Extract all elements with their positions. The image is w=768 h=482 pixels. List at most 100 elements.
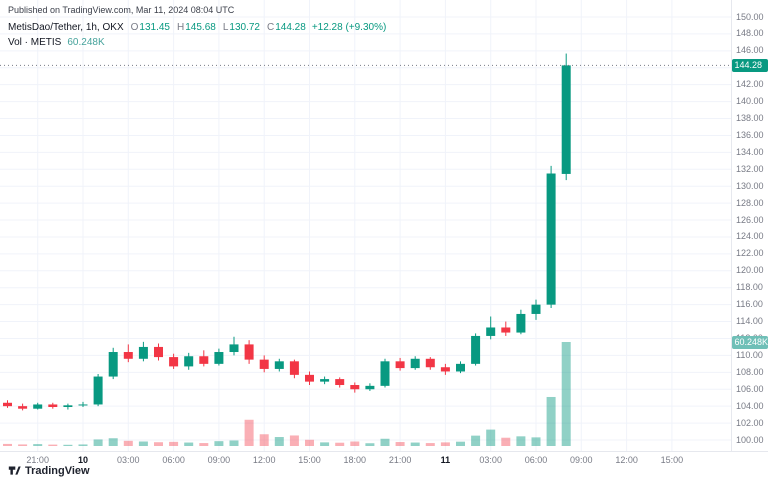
price-tick-label: 146.00	[736, 45, 764, 56]
time-tick-label: 21:00	[388, 455, 412, 465]
time-tick-label: 12:00	[252, 455, 276, 465]
time-tick-label: 21:00	[26, 455, 49, 465]
price-tick-label: 118.00	[736, 282, 763, 293]
open-label: O	[130, 22, 139, 33]
price-tick-label: 132.00	[736, 163, 764, 174]
price-tick-label: 140.00	[736, 96, 764, 107]
price-tick-label: 100.00	[736, 434, 764, 445]
candlestick-chart[interactable]	[0, 0, 731, 451]
candle-body	[214, 352, 224, 364]
candle-body	[320, 379, 330, 382]
low-label: L	[222, 22, 229, 33]
volume-bar	[410, 442, 420, 446]
price-tick-label: 114.00	[736, 316, 763, 327]
price-axis[interactable]: 100.00102.00104.00106.00108.00110.00112.…	[731, 0, 768, 451]
candle-body	[546, 173, 556, 305]
volume-bar	[320, 442, 330, 446]
volume-bar	[33, 444, 43, 446]
candle-body	[425, 358, 435, 368]
volume-row: Vol · METIS 60.248K	[8, 37, 386, 48]
candle-body	[78, 404, 88, 406]
time-tick-label: 09:00	[570, 455, 593, 465]
chart-plot-area[interactable]: Published on TradingView.com, Mar 11, 20…	[0, 0, 731, 451]
volume-study-label[interactable]: Vol · METIS	[8, 37, 62, 48]
volume-bar	[501, 437, 511, 446]
volume-bar	[93, 439, 103, 446]
candle-body	[501, 327, 511, 333]
candle-body	[63, 405, 73, 408]
candle-body	[33, 404, 43, 409]
time-tick-label: 09:00	[207, 455, 231, 465]
time-tick-label: 06:00	[524, 455, 548, 465]
time-tick-label: 15:00	[298, 455, 321, 465]
price-tick-label: 108.00	[736, 366, 764, 377]
candle-body	[516, 313, 526, 333]
price-tick-label: 130.00	[736, 180, 764, 191]
candle-body	[410, 358, 420, 369]
price-tick-label: 120.00	[736, 265, 764, 276]
change-value: +12.28 (+9.30%)	[311, 22, 387, 33]
candle-body	[456, 363, 465, 372]
candle-body	[154, 346, 163, 358]
price-tick-label: 138.00	[736, 113, 764, 124]
candle-body	[289, 361, 299, 375]
time-tick-label: 18:00	[343, 455, 367, 465]
volume-bar	[259, 434, 269, 446]
candle-body	[48, 404, 58, 408]
volume-bar	[516, 436, 526, 446]
volume-bar	[108, 438, 118, 446]
candle-body	[3, 402, 12, 407]
price-tick-label: 148.00	[736, 28, 764, 39]
price-tick-label: 150.00	[736, 11, 764, 22]
time-tick-label: 06:00	[162, 455, 185, 465]
volume-bar	[531, 437, 541, 446]
symbol-ohlc-row: MetisDao/Tether, 1h, OKX O131.45 H145.68 L1…	[8, 22, 386, 33]
volume-bar	[561, 342, 571, 446]
volume-bar	[440, 442, 450, 446]
volume-bar	[546, 396, 556, 446]
volume-bar	[289, 435, 299, 446]
price-tick-label: 134.00	[736, 146, 764, 157]
price-tick-label: 110.00	[736, 349, 763, 360]
volume-bar	[214, 441, 224, 446]
volume-bar	[3, 443, 12, 446]
volume-bar	[305, 439, 314, 446]
candle-body	[380, 361, 390, 386]
candle-body	[531, 304, 541, 314]
candle-body	[259, 359, 269, 369]
candle-body	[169, 357, 179, 367]
high-label: H	[177, 22, 185, 33]
time-tick-label: 03:00	[479, 455, 502, 465]
volume-bar	[365, 443, 375, 446]
volume-bar	[456, 441, 465, 446]
open-value: 131.45	[139, 22, 170, 33]
volume-bar	[184, 442, 194, 446]
tradingview-logo-icon	[8, 466, 21, 475]
published-note: Published on TradingView.com, Mar 11, 20…	[8, 5, 235, 15]
candle-body	[365, 385, 375, 390]
candle-body	[244, 344, 254, 360]
chart-header: Published on TradingView.com, Mar 11, 20…	[8, 5, 386, 52]
price-tick-label: 116.00	[736, 299, 763, 310]
candle-body	[395, 361, 405, 369]
time-axis[interactable]: 21:00 10 03:00 06:00 09:00 12:00 15:00 18:00 21:…	[0, 451, 768, 468]
candle-body	[350, 385, 360, 390]
price-tick-label: 106.00	[736, 383, 764, 394]
volume-bar	[274, 437, 284, 446]
candle-body	[108, 352, 118, 377]
close-value: 144.28	[275, 22, 306, 33]
symbol-title[interactable]: MetisDao/Tether, 1h, OKX	[8, 22, 124, 33]
time-tick-label: 15:00	[660, 455, 684, 465]
tradingview-logo[interactable]: TradingView	[8, 464, 90, 477]
volume-bar	[380, 438, 390, 446]
low-value: 130.72	[229, 22, 260, 33]
time-tick-label: 03:00	[117, 455, 140, 465]
volume-bar	[229, 440, 239, 446]
volume-bar	[471, 435, 481, 446]
candle-body	[440, 367, 450, 372]
price-tick-label: 126.00	[736, 214, 764, 225]
price-tick-label: 128.00	[736, 197, 764, 208]
volume-bar	[199, 443, 209, 446]
volume-bar	[244, 419, 254, 446]
tradingview-logo-text: TradingView	[25, 464, 90, 477]
